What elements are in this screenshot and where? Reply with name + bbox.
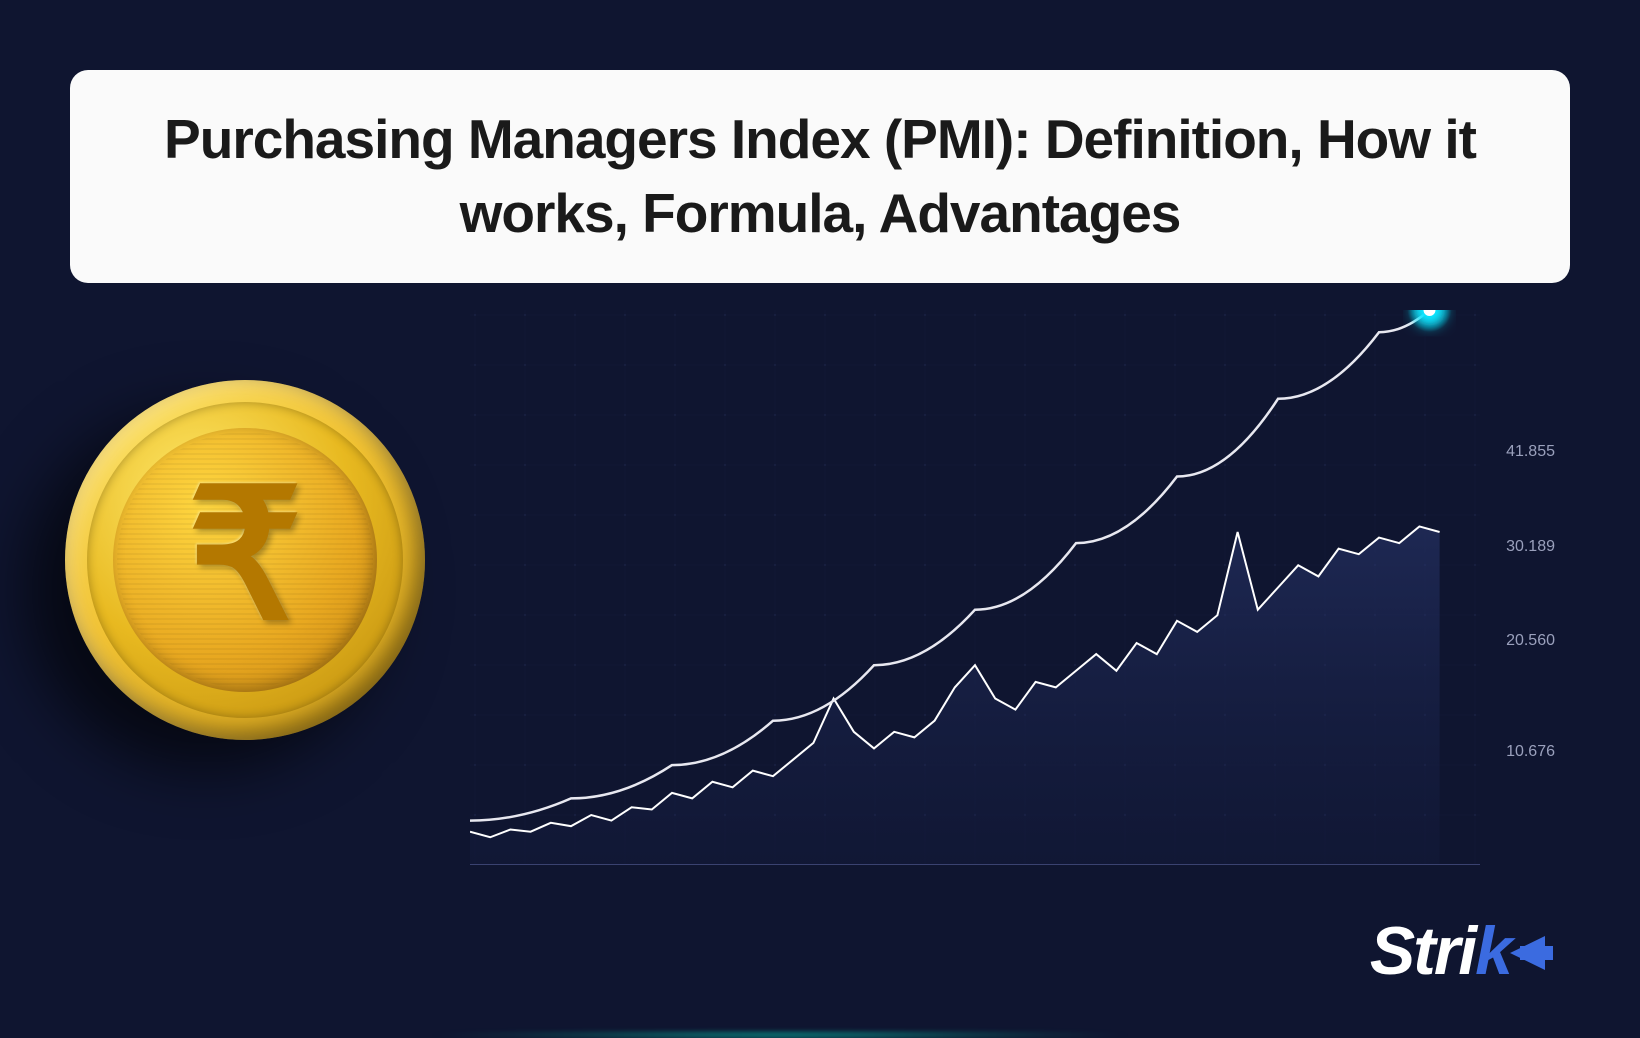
chart-area-fill [470, 526, 1440, 865]
y-label-3: 10.676 [1506, 743, 1555, 761]
logo-text-white: Stri [1370, 913, 1475, 989]
page-title: Purchasing Managers Index (PMI): Definit… [120, 102, 1520, 251]
logo-arrow-icon [1505, 912, 1555, 990]
rupee-symbol-icon: ₹ [188, 451, 303, 660]
strike-logo: Strik [1370, 912, 1555, 990]
baseline-glow-icon [420, 1032, 1140, 1038]
title-card: Purchasing Managers Index (PMI): Definit… [70, 70, 1570, 283]
y-label-2: 20.560 [1506, 632, 1555, 650]
chart-svg [470, 310, 1480, 865]
y-label-1: 30.189 [1506, 538, 1555, 556]
y-label-0: 41.855 [1506, 443, 1555, 461]
rupee-coin: ₹ [65, 380, 425, 740]
trend-chart: 41.855 30.189 20.560 10.676 [470, 310, 1480, 865]
logo-text: Strik [1370, 912, 1555, 990]
